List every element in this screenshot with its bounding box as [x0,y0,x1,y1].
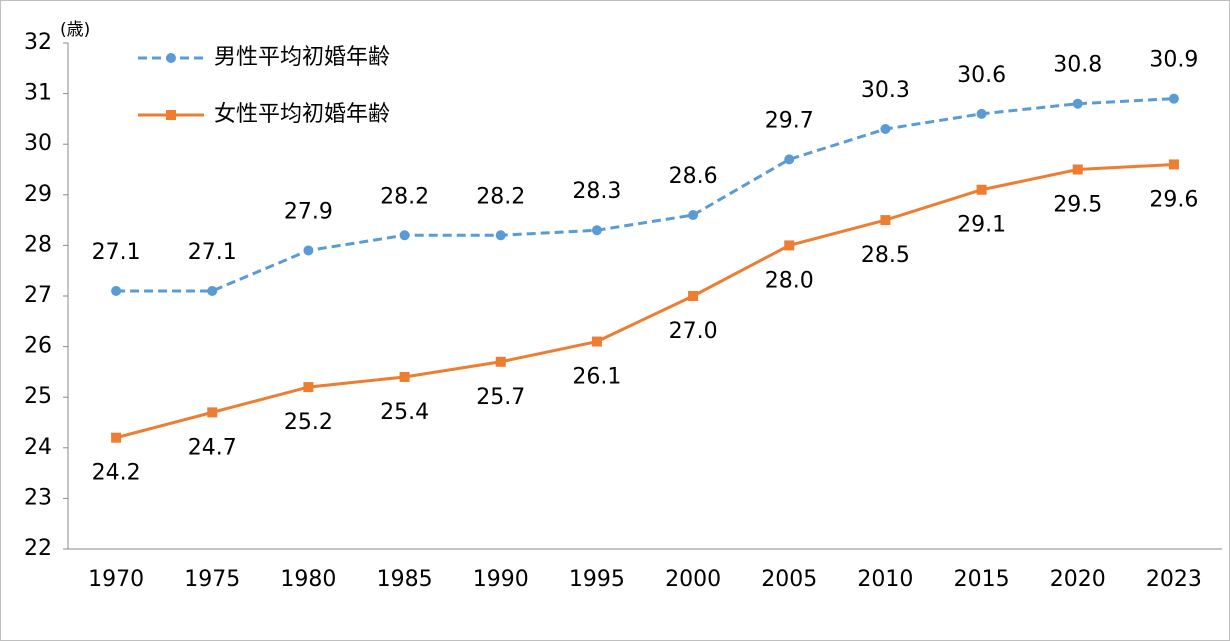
data-label: 28.2 [476,184,525,209]
marker [784,240,795,251]
y-axis-label: (歳) [60,20,90,40]
marker [207,285,218,296]
x-tick-label: 2000 [665,567,721,592]
y-tick-label: 30 [24,131,52,156]
marker [784,154,795,165]
y-tick-label: 28 [24,232,52,257]
data-label: 24.2 [92,461,141,486]
marker [1168,159,1179,170]
data-label: 27.0 [669,319,718,344]
data-label: 27.1 [92,240,141,265]
y-tick-label: 27 [24,283,52,308]
data-label: 29.6 [1149,187,1198,212]
y-tick-label: 29 [24,182,52,207]
y-tick-label: 24 [24,435,52,460]
data-label: 28.5 [861,243,910,268]
marker [1168,93,1179,104]
marker [1072,164,1083,175]
y-tick-label: 31 [24,81,52,106]
legend-marker [166,110,176,120]
marker [303,245,314,256]
data-label: 30.3 [861,78,910,103]
data-label: 28.2 [380,184,429,209]
x-tick-label: 2005 [761,567,817,592]
marker [111,432,122,443]
x-tick-label: 2020 [1050,567,1106,592]
data-label: 29.5 [1053,193,1102,218]
data-label: 24.7 [188,435,237,460]
x-tick-label: 1990 [473,567,529,592]
marker [111,285,122,296]
data-label: 29.7 [765,108,814,133]
y-tick-label: 26 [24,334,52,359]
legend-label: 女性平均初婚年齢 [214,102,390,127]
data-label: 30.8 [1053,53,1102,78]
marker [303,382,314,393]
y-tick-label: 23 [24,485,52,510]
marker [880,124,891,135]
marker [591,336,602,347]
y-tick-label: 25 [24,384,52,409]
data-label: 25.7 [476,385,525,410]
y-tick-label: 32 [24,30,52,55]
x-tick-label: 1985 [377,567,433,592]
x-tick-label: 1975 [184,567,240,592]
data-label: 30.6 [957,63,1006,88]
series-line [115,162,1174,440]
data-label: 28.6 [669,164,718,189]
data-label: 29.1 [957,213,1006,238]
marker [1072,98,1083,109]
data-label: 30.9 [1149,48,1198,73]
marker [880,215,891,226]
data-label: 28.0 [765,268,814,293]
x-tick-label: 1980 [280,567,336,592]
marker [399,371,410,382]
x-tick-label: 2010 [857,567,913,592]
legend-marker [166,53,176,63]
marker [207,407,218,418]
data-label: 26.1 [572,365,621,390]
marker [976,108,987,119]
data-label: 28.3 [572,179,621,204]
marker [495,230,506,241]
data-label: 27.9 [284,199,333,224]
x-tick-label: 2023 [1146,567,1202,592]
x-tick-label: 1970 [88,567,144,592]
x-tick-label: 1995 [569,567,625,592]
marker [591,225,602,236]
marker [495,356,506,367]
data-label: 25.2 [284,410,333,435]
marker [976,184,987,195]
y-tick-label: 22 [24,536,52,561]
series-line [116,97,1174,293]
marker [399,230,410,241]
x-tick-label: 2015 [954,567,1010,592]
data-label: 25.4 [380,400,429,425]
marker [688,291,699,301]
data-label: 27.1 [188,240,237,265]
marker [688,210,699,221]
legend-label: 男性平均初婚年齢 [214,45,390,70]
